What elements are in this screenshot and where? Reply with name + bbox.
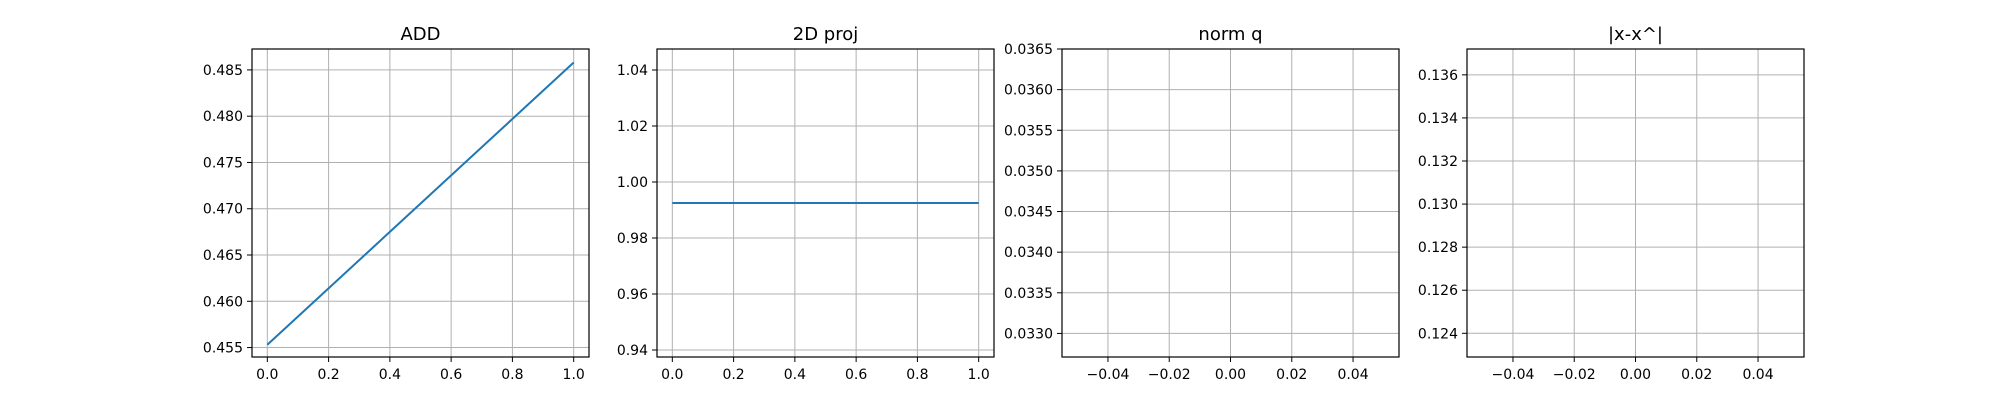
x-tick-label: 0.00	[1215, 367, 1246, 383]
x-tick-label: 0.02	[1681, 367, 1712, 383]
y-tick-label: 0.455	[203, 341, 243, 357]
x-tick-label: 0.04	[1742, 367, 1773, 383]
chart-panel-3: −0.04 −0.02 0.00 0.02 0.04 0.0330 0.0335 0.0340…	[1004, 24, 1400, 383]
y-tick-label: 0.475	[203, 155, 243, 171]
axes-frame	[656, 48, 995, 358]
y-tick-label: 0.94	[617, 343, 648, 359]
chart-panel-2: 0.0 0.2 0.4 0.6 0.8 1.0 0.94 0.96 0.98 1.00 1.02 1.…	[617, 24, 995, 383]
y-tick-label: 0.485	[203, 63, 243, 79]
x-tick-label: −0.04	[1492, 367, 1535, 383]
y-tick-label: 0.0360	[1004, 83, 1053, 99]
x-tick-label: 0.4	[784, 367, 806, 383]
panel-title: 2D proj	[793, 24, 858, 45]
x-tick-label: 0.2	[317, 367, 339, 383]
y-tick-label: 0.480	[203, 109, 243, 125]
x-tick-label: 0.8	[906, 367, 928, 383]
x-tick-label: 0.00	[1620, 367, 1651, 383]
y-tick-label: 0.470	[203, 202, 243, 218]
x-tick-label: 1.0	[563, 367, 585, 383]
x-tick-label: −0.02	[1553, 367, 1596, 383]
x-tick-label: 0.2	[722, 367, 744, 383]
x-tick-label: 0.8	[501, 367, 523, 383]
y-tick-label: 0.0340	[1004, 245, 1053, 261]
y-tick-label: 0.132	[1418, 154, 1458, 170]
x-tick-label: 0.02	[1276, 367, 1307, 383]
y-tick-label: 0.96	[617, 287, 648, 303]
panel-title: ADD	[400, 24, 440, 45]
y-tick-label: 0.0350	[1004, 164, 1053, 180]
series-line-1	[266, 61, 575, 346]
y-tick-label: 0.0365	[1004, 42, 1053, 58]
chart-panel-1: 0.0 0.2 0.4 0.6 0.8 1.0 0.455 0.460 0.465 0.470 0.…	[203, 24, 590, 383]
y-tick-label: 0.134	[1418, 111, 1458, 127]
axes-frame	[251, 48, 590, 358]
y-tick-label: 0.126	[1418, 283, 1458, 299]
x-tick-label: 0.4	[379, 367, 401, 383]
y-tick-label: 1.00	[617, 175, 648, 191]
y-tick-label: 0.460	[203, 294, 243, 310]
panel-title: norm q	[1198, 24, 1262, 45]
y-tick-label: 0.0330	[1004, 326, 1053, 342]
panel-title: |x-x^|	[1608, 24, 1663, 45]
y-tick-label: 0.136	[1418, 68, 1458, 84]
chart-panel-4: −0.04 −0.02 0.00 0.02 0.04 0.124 0.126 0.128 0.1…	[1418, 24, 1805, 383]
x-tick-label: 1.0	[968, 367, 990, 383]
x-tick-label: 0.6	[845, 367, 867, 383]
y-tick-label: 0.128	[1418, 240, 1458, 256]
y-tick-label: 0.0355	[1004, 123, 1053, 139]
y-tick-label: 0.465	[203, 248, 243, 264]
y-tick-label: 0.0345	[1004, 205, 1053, 221]
x-tick-label: 0.04	[1337, 367, 1368, 383]
x-tick-label: 0.6	[440, 367, 462, 383]
x-tick-label: −0.02	[1148, 367, 1191, 383]
y-tick-label: 0.124	[1418, 326, 1458, 342]
x-tick-label: 0.0	[256, 367, 278, 383]
y-tick-label: 0.0335	[1004, 286, 1053, 302]
y-tick-label: 0.98	[617, 231, 648, 247]
x-tick-label: −0.04	[1087, 367, 1130, 383]
y-tick-label: 1.04	[617, 63, 648, 79]
x-tick-label: 0.0	[661, 367, 683, 383]
y-tick-label: 1.02	[617, 119, 648, 135]
y-tick-label: 0.130	[1418, 197, 1458, 213]
